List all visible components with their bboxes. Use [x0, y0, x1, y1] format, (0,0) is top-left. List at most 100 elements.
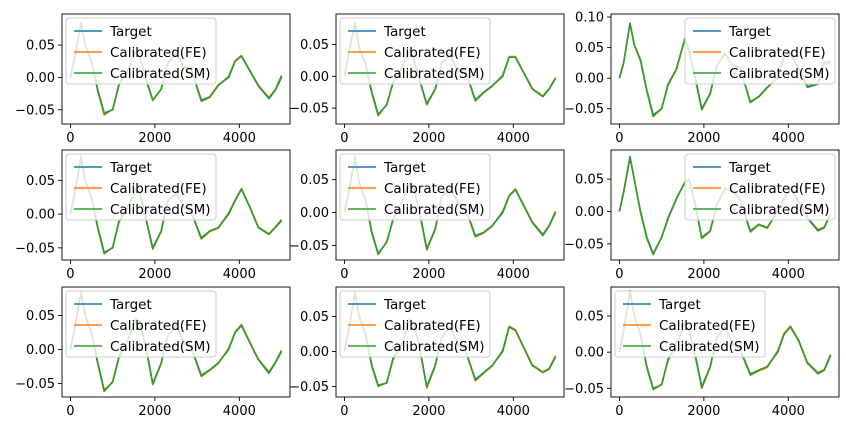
legend: Target Calibrated(FE) Calibrated(SM)	[65, 17, 217, 85]
legend: Target Calibrated(FE) Calibrated(SM)	[339, 153, 491, 221]
legend-box	[614, 290, 766, 358]
legend-box	[65, 153, 217, 221]
legend-label: Calibrated(FE)	[729, 181, 826, 197]
y-tick-label: 0.05	[575, 309, 604, 324]
subplot-8: 0 2000 4000 −0.05 0.00 0.05 Target Calibrated(F…	[289, 286, 565, 419]
x-tick-label: 4000	[497, 404, 530, 419]
legend: Target Calibrated(FE) Calibrated(SM)	[65, 153, 217, 221]
x-tick-label: 0	[340, 404, 348, 419]
legend-box	[65, 290, 217, 358]
legend: Target Calibrated(FE) Calibrated(SM)	[684, 17, 836, 85]
legend-label: Calibrated(SM)	[110, 339, 211, 355]
legend-box	[684, 153, 836, 221]
legend-label: Calibrated(FE)	[110, 318, 207, 334]
y-tick-label: 0.05	[26, 174, 55, 189]
subplot-5: 0 2000 4000 −0.05 0.00 0.05 Target Calibrated(F…	[289, 149, 565, 282]
legend-label: Target	[728, 24, 771, 40]
legend-label: Target	[728, 160, 771, 176]
y-tick-label: 0.05	[300, 38, 329, 53]
legend-label: Calibrated(SM)	[729, 202, 830, 218]
legend-label: Calibrated(FE)	[729, 45, 826, 61]
axes-frame	[335, 13, 565, 125]
y-tick-label: 0.05	[26, 39, 55, 54]
x-tick-label: 2000	[138, 131, 171, 146]
y-tick-label: −0.05	[289, 380, 329, 395]
x-tick-label: 4000	[223, 131, 256, 146]
legend: Target Calibrated(FE) Calibrated(SM)	[339, 17, 491, 85]
legend-box	[684, 17, 836, 85]
y-tick-label: 0.05	[26, 309, 55, 324]
y-tick-label: 0.00	[575, 205, 604, 220]
subplot-3: 0 2000 4000 −0.05 0.00 0.05 0.10 Target Calibrat…	[564, 11, 840, 146]
legend: Target Calibrated(FE) Calibrated(SM)	[684, 153, 836, 221]
axes-frame	[61, 286, 291, 398]
subplot-4: 0 2000 4000 −0.05 0.00 0.05 Target Calibrated(F…	[15, 149, 291, 282]
legend: Target Calibrated(FE) Calibrated(SM)	[339, 290, 491, 358]
legend-label: Calibrated(SM)	[110, 66, 211, 82]
legend-label: Calibrated(SM)	[110, 202, 211, 218]
x-tick-label: 4000	[772, 267, 805, 282]
y-tick-label: −0.05	[564, 382, 604, 397]
x-tick-label: 4000	[772, 131, 805, 146]
legend-label: Calibrated(SM)	[729, 66, 830, 82]
y-tick-label: −0.05	[564, 102, 604, 117]
x-tick-label: 0	[615, 267, 623, 282]
x-tick-label: 2000	[412, 404, 445, 419]
axes-frame	[610, 149, 840, 261]
legend-label: Calibrated(FE)	[110, 45, 207, 61]
y-tick-label: −0.05	[564, 237, 604, 252]
y-tick-label: 0.05	[300, 310, 329, 325]
axes-frame	[61, 149, 291, 261]
legend-label: Calibrated(FE)	[384, 318, 481, 334]
x-tick-label: 2000	[138, 404, 171, 419]
legend-label: Target	[383, 24, 426, 40]
x-tick-label: 2000	[138, 267, 171, 282]
y-tick-label: 0.00	[300, 70, 329, 85]
x-tick-label: 0	[66, 404, 74, 419]
legend-box	[339, 290, 491, 358]
x-tick-label: 2000	[687, 267, 720, 282]
legend-label: Calibrated(FE)	[659, 318, 756, 334]
x-tick-label: 2000	[412, 131, 445, 146]
x-tick-label: 0	[340, 131, 348, 146]
legend-label: Calibrated(FE)	[384, 181, 481, 197]
legend-label: Calibrated(SM)	[659, 339, 760, 355]
legend: Target Calibrated(FE) Calibrated(SM)	[65, 290, 217, 358]
y-tick-label: 0.00	[26, 208, 55, 223]
y-tick-label: −0.05	[15, 377, 55, 392]
y-tick-label: 0.00	[26, 71, 55, 86]
y-tick-label: 0.00	[575, 346, 604, 361]
y-tick-label: 0.00	[26, 343, 55, 358]
axes-frame	[61, 13, 291, 125]
x-tick-label: 0	[340, 267, 348, 282]
subplot-6: 0 2000 4000 −0.05 0.00 0.05 Target Calibrated(F…	[564, 149, 840, 282]
axes-frame	[335, 149, 565, 261]
x-tick-label: 4000	[772, 404, 805, 419]
legend-label: Calibrated(FE)	[110, 181, 207, 197]
legend: Target Calibrated(FE) Calibrated(SM)	[614, 290, 766, 358]
y-tick-label: 0.10	[575, 11, 604, 26]
legend-box	[65, 17, 217, 85]
y-tick-label: 0.00	[575, 72, 604, 87]
legend-label: Target	[658, 297, 701, 313]
subplot-1: 0 2000 4000 −0.05 0.00 0.05 Target Calibrated(F…	[15, 13, 291, 146]
x-tick-label: 4000	[223, 267, 256, 282]
subplot-2: 0 2000 4000 −0.05 0.00 0.05 Target Calibrated(F…	[289, 13, 565, 146]
y-tick-label: 0.00	[300, 345, 329, 360]
x-tick-label: 4000	[497, 267, 530, 282]
axes-frame	[335, 286, 565, 398]
legend-label: Target	[109, 297, 152, 313]
subplot-9: 0 2000 4000 −0.05 0.00 0.05 Target Calibrated(F…	[564, 286, 840, 419]
x-tick-label: 2000	[412, 267, 445, 282]
x-tick-label: 4000	[497, 131, 530, 146]
x-tick-label: 0	[615, 404, 623, 419]
legend-label: Calibrated(SM)	[384, 339, 485, 355]
y-tick-label: −0.05	[289, 102, 329, 117]
legend-box	[339, 17, 491, 85]
x-tick-label: 0	[615, 131, 623, 146]
axes-frame	[610, 286, 840, 398]
axes-frame	[610, 13, 840, 125]
x-tick-label: 0	[66, 267, 74, 282]
legend-label: Calibrated(SM)	[384, 66, 485, 82]
